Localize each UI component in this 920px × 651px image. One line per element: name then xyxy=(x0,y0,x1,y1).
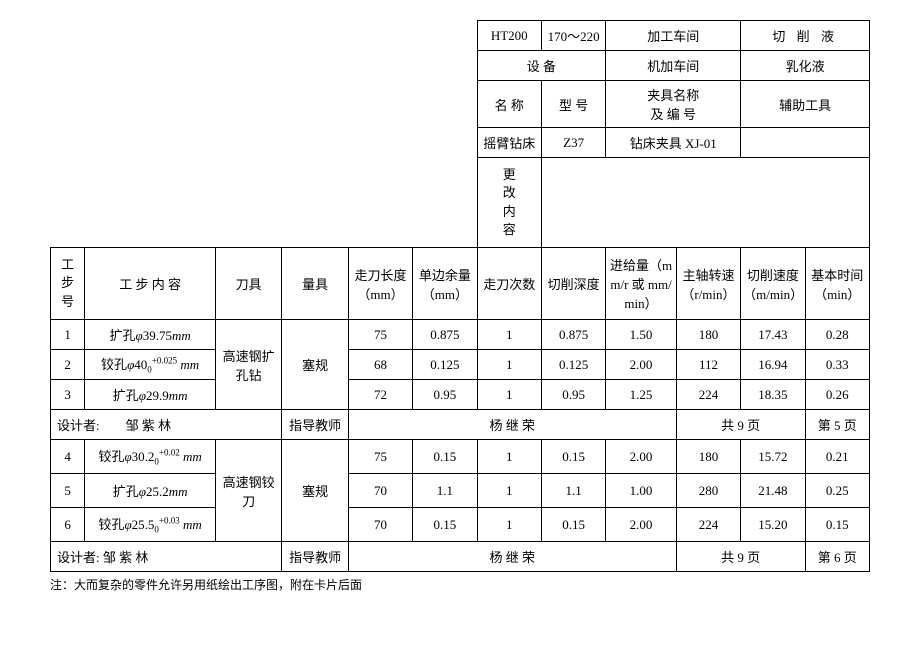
aux-tool-label: 辅助工具 xyxy=(741,81,870,128)
aux-tool-value xyxy=(741,128,870,158)
fixture-value: 钻床夹具 XJ-01 xyxy=(606,128,741,158)
workshop-value: 机加车间 xyxy=(606,51,741,81)
table-row: 2 铰孔φ400+0.025 mm 68 0.125 1 0.125 2.00 … xyxy=(51,350,870,380)
fixture-label: 夹具名称 及 编 号 xyxy=(606,81,741,128)
hdr-passes: 走刀次数 xyxy=(477,248,541,320)
footer-row: 设计者: 邹 紫 林 指导教师 杨 继 荣 共 9 页 第 6 页 xyxy=(51,542,870,572)
tool-g2: 高速钢铰刀 xyxy=(215,440,281,542)
table-row: 5 扩孔φ25.2mm 70 1.1 1 1.1 1.00 280 21.48 … xyxy=(51,474,870,508)
coolant-value: 乳化液 xyxy=(741,51,870,81)
total-pages: 共 9 页 xyxy=(676,410,805,440)
hdr-tool: 刀具 xyxy=(215,248,281,320)
footer-row: 设计者: 邹 紫 林 指导教师 杨 继 荣 共 9 页 第 5 页 xyxy=(51,410,870,440)
table-row: 6 铰孔φ25.50+0.03 mm 70 0.15 1 0.15 2.00 2… xyxy=(51,508,870,542)
workshop-label: 加工车间 xyxy=(606,21,741,51)
designer: 设计者: 邹 紫 林 xyxy=(51,410,282,440)
footnote: 注：大而复杂的零件允许另用纸绘出工序图，附在卡片后面 xyxy=(50,576,870,593)
hdr-time: 基本时间（min） xyxy=(805,248,869,320)
step-content: 扩孔φ25.2mm xyxy=(85,474,216,508)
step-content: 铰孔φ30.20+0.02 mm xyxy=(85,440,216,474)
change-content-label: 更改内容 xyxy=(477,158,541,248)
name-label: 名 称 xyxy=(477,81,541,128)
advisor-value: 杨 继 荣 xyxy=(348,410,676,440)
change-content-value xyxy=(541,158,869,248)
step-content: 铰孔φ400+0.025 mm xyxy=(85,350,216,380)
table-row: 3 扩孔φ29.9mm 72 0.95 1 0.95 1.25 224 18.3… xyxy=(51,380,870,410)
hdr-content: 工 步 内 容 xyxy=(85,248,216,320)
hdr-feed: 进给量（mm/r 或 mm/min） xyxy=(606,248,676,320)
table-row: 4 铰孔φ30.20+0.02 mm 高速钢铰刀 塞规 75 0.15 1 0.… xyxy=(51,440,870,474)
hardness: 170～220 xyxy=(541,21,605,51)
process-card-table: HT200 170～220 加工车间 切 削 液 设 备 机加车间 乳化液 名 … xyxy=(50,20,870,572)
machine-model: Z37 xyxy=(541,128,605,158)
hdr-depth: 切削深度 xyxy=(541,248,605,320)
step-content: 铰孔φ25.50+0.03 mm xyxy=(85,508,216,542)
hdr-travel: 走刀长度（mm） xyxy=(348,248,412,320)
table-row: 1 扩孔φ39.75mm 高速钢扩孔钻 塞规 75 0.875 1 0.875 … xyxy=(51,320,870,350)
advisor-label: 指导教师 xyxy=(282,542,348,572)
hdr-spindle: 主轴转速（r/min） xyxy=(676,248,740,320)
hdr-speed: 切削速度（m/min） xyxy=(741,248,805,320)
hdr-gauge: 量具 xyxy=(282,248,348,320)
designer: 设计者: 邹 紫 林 xyxy=(51,542,282,572)
step-content: 扩孔φ29.9mm xyxy=(85,380,216,410)
page-no: 第 5 页 xyxy=(805,410,869,440)
gauge-g1: 塞规 xyxy=(282,320,348,410)
step-content: 扩孔φ39.75mm xyxy=(85,320,216,350)
hdr-margin: 单边余量（mm） xyxy=(413,248,477,320)
advisor-label: 指导教师 xyxy=(282,410,348,440)
coolant-label: 切 削 液 xyxy=(741,21,870,51)
gauge-g2: 塞规 xyxy=(282,440,348,542)
advisor-value: 杨 继 荣 xyxy=(348,542,676,572)
machine-name: 摇臂钻床 xyxy=(477,128,541,158)
tool-g1: 高速钢扩孔钻 xyxy=(215,320,281,410)
equipment-label: 设 备 xyxy=(477,51,606,81)
page-no: 第 6 页 xyxy=(805,542,869,572)
hdr-step: 工步号 xyxy=(51,248,85,320)
model-label: 型 号 xyxy=(541,81,605,128)
total-pages: 共 9 页 xyxy=(676,542,805,572)
material: HT200 xyxy=(477,21,541,51)
